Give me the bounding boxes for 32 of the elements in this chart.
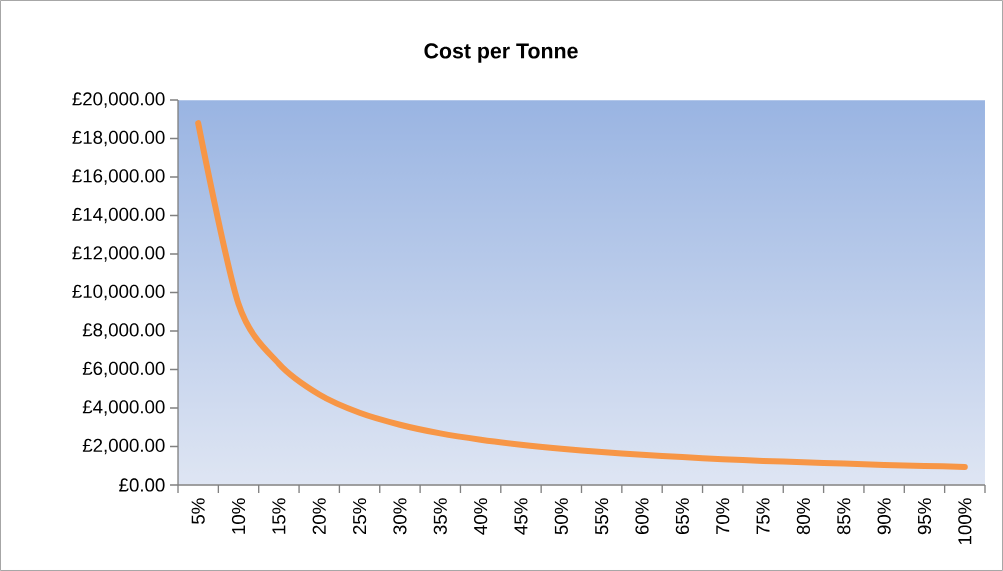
x-tick-label: 45% xyxy=(514,498,528,535)
x-tick-label: 20% xyxy=(312,498,326,535)
x-tick-label: 40% xyxy=(474,498,488,535)
x-tick-label: 65% xyxy=(675,498,689,535)
x-tick-label: 60% xyxy=(635,498,649,535)
x-tick-label: 80% xyxy=(796,498,811,535)
y-tick-label: £10,000.00 xyxy=(72,284,165,301)
y-tick-label: £14,000.00 xyxy=(72,207,165,224)
x-tick-label: 90% xyxy=(877,498,891,535)
y-tick-label: £4,000.00 xyxy=(82,400,165,416)
y-tick-label: £8,000.00 xyxy=(82,323,165,339)
x-tick-label: 25% xyxy=(352,498,367,535)
y-tick-label: £2,000.00 xyxy=(82,438,165,455)
x-tick-label: 85% xyxy=(837,498,851,535)
y-tick-label: £12,000.00 xyxy=(72,246,165,262)
x-tick-label: 100% xyxy=(958,498,972,545)
y-tick-label: £18,000.00 xyxy=(72,130,165,147)
x-tick-label: 10% xyxy=(231,498,246,534)
y-tick-label: £16,000.00 xyxy=(72,169,165,185)
y-tick-label: £6,000.00 xyxy=(82,361,165,378)
x-tick-label: 95% xyxy=(917,498,932,535)
x-tick-label: 70% xyxy=(716,498,730,535)
y-tick-label: £0.00 xyxy=(119,478,165,492)
x-tick-label: 75% xyxy=(756,498,770,535)
x-tick-label: 15% xyxy=(272,498,286,534)
x-tick-label: 30% xyxy=(393,498,407,535)
chart-title: Cost per Tonne xyxy=(424,43,578,63)
x-tick-label: 50% xyxy=(554,498,568,535)
x-tick-label: 35% xyxy=(433,498,447,535)
x-tick-label: 55% xyxy=(595,498,609,535)
x-tick-label: 5% xyxy=(191,498,205,524)
y-tick-label: £20,000.00 xyxy=(72,92,165,108)
